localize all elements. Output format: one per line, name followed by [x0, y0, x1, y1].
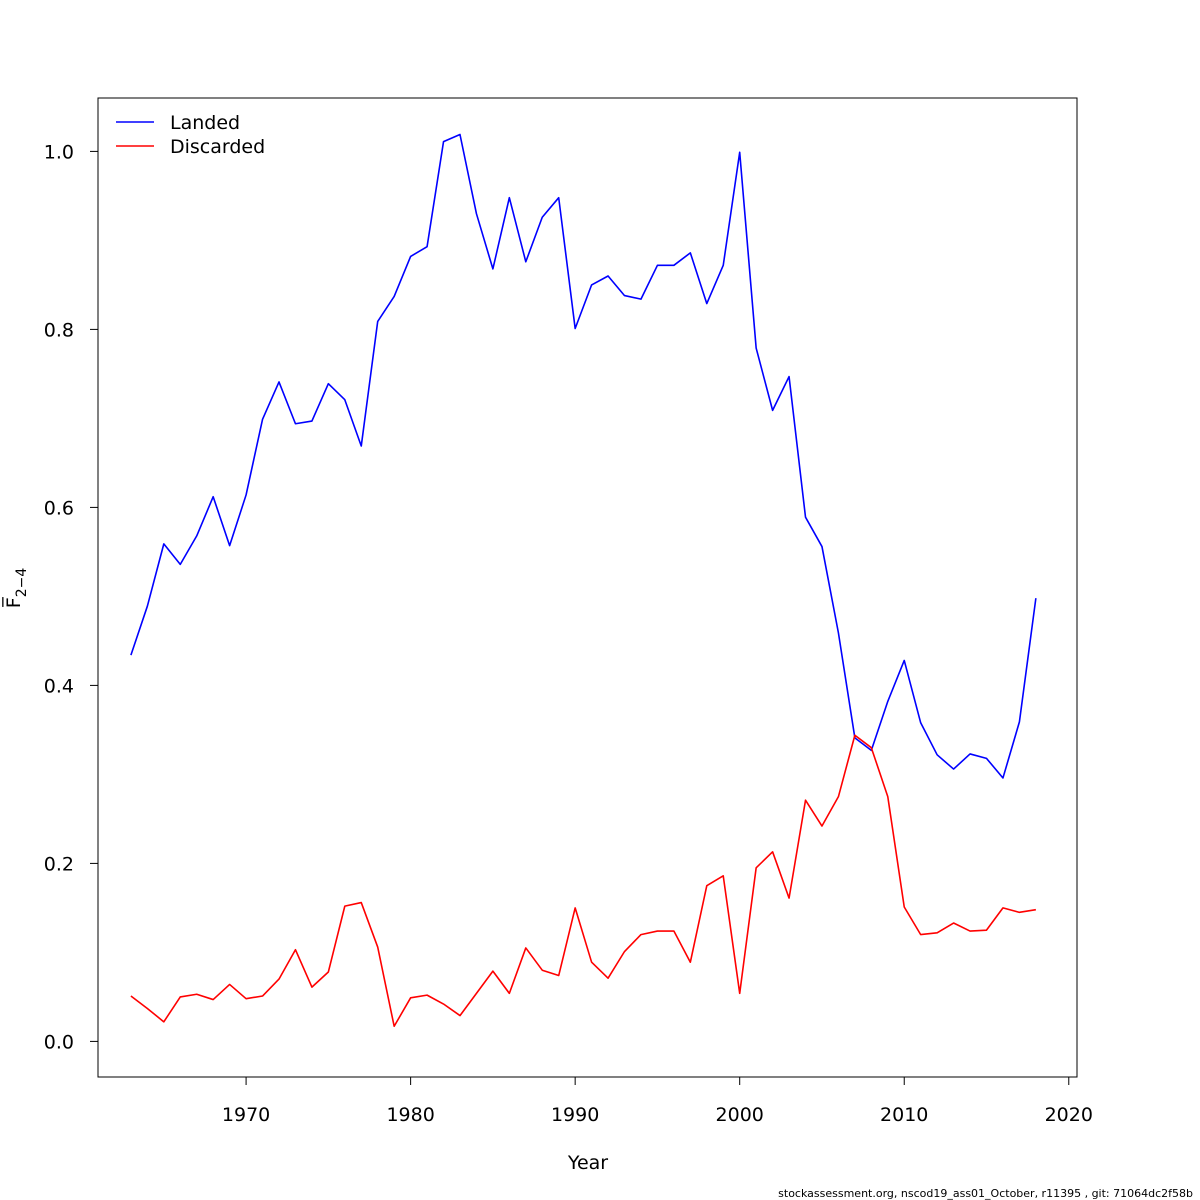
- plot-frame: [97, 97, 1078, 1078]
- y-tick-label: 0.6: [44, 497, 74, 519]
- y-axis-title-subscript: 2−4: [14, 568, 30, 598]
- series-line-discarded: [130, 734, 1036, 1028]
- y-axis-title-main: F̅: [1, 596, 25, 608]
- y-tick-label: 0.4: [44, 675, 74, 697]
- series-line-landed: [130, 133, 1037, 779]
- y-tick-label: 0.0: [44, 1031, 74, 1053]
- y-axis-title: F̅2−4: [1, 568, 30, 609]
- x-tick-label: 1970: [222, 1104, 270, 1126]
- y-axis: 0.0 0.2 0.4 0.6 0.8 1.0: [44, 141, 99, 1053]
- x-axis: 1970 1980 1990 2000 2010 2020: [222, 1076, 1093, 1126]
- x-tick-label: 2000: [716, 1104, 764, 1126]
- y-tick-label: 1.0: [44, 141, 74, 163]
- svg-text:F̅2−4: F̅2−4: [1, 568, 30, 609]
- y-tick-label: 0.2: [44, 853, 74, 875]
- legend: Landed Discarded: [116, 112, 265, 158]
- footer-note: stockassessment.org, nscod19_ass01_Octob…: [778, 1187, 1193, 1200]
- x-tick-label: 1990: [551, 1104, 599, 1126]
- x-tick-label: 2010: [880, 1104, 928, 1126]
- x-tick-label: 1980: [386, 1104, 434, 1126]
- legend-label-discarded: Discarded: [170, 136, 265, 158]
- series-group: [130, 133, 1037, 1028]
- y-tick-label: 0.8: [44, 319, 74, 341]
- x-tick-label: 2020: [1045, 1104, 1093, 1126]
- legend-label-landed: Landed: [170, 112, 240, 134]
- x-axis-title: Year: [567, 1152, 608, 1174]
